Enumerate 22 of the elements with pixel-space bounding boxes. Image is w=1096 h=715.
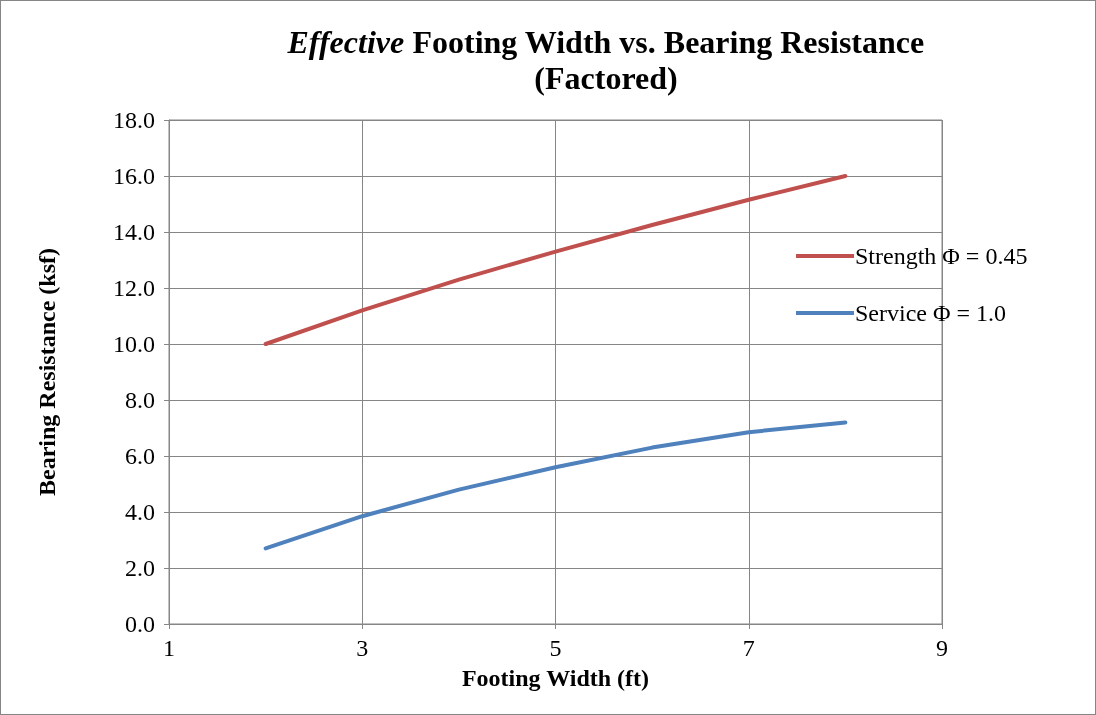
legend-label: Service Φ = 1.0 — [855, 300, 1007, 326]
y-tick-label: 18.0 — [113, 107, 155, 133]
legend-label: Strength Φ = 0.45 — [855, 243, 1028, 269]
y-tick-label: 10.0 — [113, 331, 155, 357]
x-tick-label: 9 — [936, 635, 948, 661]
y-tick-label: 16.0 — [113, 163, 155, 189]
y-tick-label: 4.0 — [125, 499, 155, 525]
x-tick-label: 1 — [163, 635, 175, 661]
y-tick-label: 2.0 — [125, 555, 155, 581]
line-series — [263, 174, 848, 346]
chart-title: Effective Footing Width vs. Bearing Resistance (Factored) — [286, 24, 925, 96]
x-tick-label: 3 — [356, 635, 369, 661]
y-axis-title: Bearing Resistance (ksf) — [34, 248, 60, 496]
y-tick-label: 14.0 — [113, 219, 155, 245]
y-tick-label: 6.0 — [125, 443, 155, 469]
y-tick-label: 12.0 — [113, 275, 155, 301]
y-tick-label: 8.0 — [125, 387, 155, 413]
x-tick-label: 5 — [549, 635, 562, 661]
line-series — [263, 420, 848, 551]
y-tick-label: 0.0 — [125, 611, 155, 637]
x-axis-title: Footing Width (ft) — [461, 665, 650, 691]
x-tick-label: 7 — [742, 635, 755, 661]
